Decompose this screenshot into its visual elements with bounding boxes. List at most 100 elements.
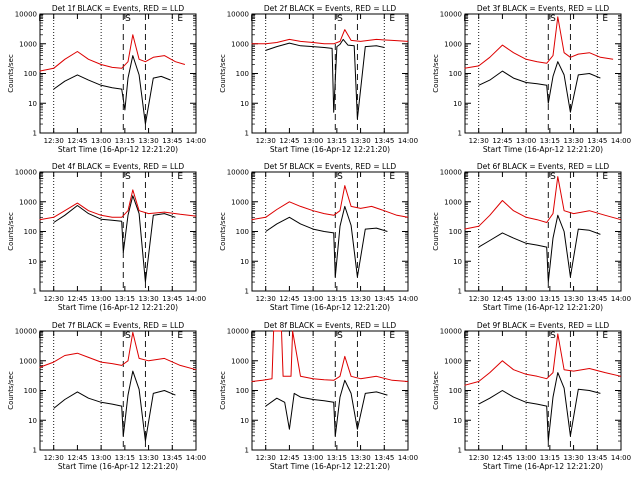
y-tick-label: 10 <box>28 100 37 108</box>
x-axis-label: Start Time (16-Apr-12 12:21:20) <box>270 462 390 471</box>
x-axis-label: Start Time (16-Apr-12 12:21:20) <box>483 303 603 312</box>
interval-marker-label: E <box>602 331 608 341</box>
x-tick-label: 13:30 <box>350 295 370 303</box>
y-tick-label: 1000 <box>444 40 462 48</box>
plot-frame <box>464 330 622 451</box>
x-tick-label: 12:30 <box>256 137 276 145</box>
y-tick-label: 10 <box>28 258 37 266</box>
lld-series-line <box>39 34 186 72</box>
lld-series-line <box>39 189 197 221</box>
x-tick-label: 13:15 <box>115 137 135 145</box>
y-tick-label: 1 <box>458 130 462 138</box>
y-tick-label: 10 <box>240 100 249 108</box>
x-tick-label: 13:00 <box>516 454 536 462</box>
y-tick-label: 10000 <box>15 11 37 19</box>
x-tick-label: 13:15 <box>115 295 135 303</box>
events-series-line <box>265 205 388 278</box>
events-series-line <box>478 61 601 113</box>
y-axis-label: Counts/sec <box>219 212 227 251</box>
y-axis-label: Counts/sec <box>7 212 15 251</box>
x-tick-label: 12:45 <box>492 137 512 145</box>
x-tick-label: 12:30 <box>256 295 276 303</box>
lld-series-line <box>251 330 409 382</box>
events-series-line <box>265 379 388 437</box>
x-tick-label: 12:45 <box>67 295 87 303</box>
y-tick-label: 100 <box>449 70 462 78</box>
interval-marker-label: S <box>550 14 556 24</box>
x-tick-label: 14:00 <box>186 137 206 145</box>
interval-marker-label: E <box>38 331 44 341</box>
y-tick-label: 1000 <box>231 198 249 206</box>
events-series-line <box>478 372 601 442</box>
x-tick-label: 13:15 <box>327 137 347 145</box>
x-tick-label: 13:00 <box>303 454 323 462</box>
x-tick-label: 14:00 <box>611 137 631 145</box>
detector-panel-8: Det 8f BLACK = Events, RED = LLD 1 10 100 10… <box>219 321 418 471</box>
x-tick-label: 13:15 <box>115 454 135 462</box>
y-tick-label: 10000 <box>440 328 462 336</box>
lld-series-line <box>464 16 614 69</box>
x-tick-label: 12:45 <box>492 454 512 462</box>
x-tick-label: 14:00 <box>611 295 631 303</box>
interval-marker-label: E <box>177 331 183 341</box>
x-tick-label: 12:30 <box>469 137 489 145</box>
panel-title: Det 1f BLACK = Events, RED = LLD <box>52 4 185 13</box>
y-tick-label: 10 <box>28 417 37 425</box>
x-tick-label: 13:00 <box>91 137 111 145</box>
plot-frame <box>39 330 197 451</box>
y-tick-label: 1000 <box>19 357 37 365</box>
x-tick-label: 13:00 <box>91 295 111 303</box>
x-tick-label: 13:45 <box>587 295 607 303</box>
events-series-line <box>265 38 385 120</box>
interval-marker-label: S <box>337 14 343 24</box>
panel-title: Det 4f BLACK = Events, RED = LLD <box>52 162 185 171</box>
panel-title: Det 8f BLACK = Events, RED = LLD <box>264 321 397 330</box>
x-tick-label: 14:00 <box>398 454 418 462</box>
y-axis-label: Counts/sec <box>219 54 227 93</box>
y-axis-label: Counts/sec <box>7 371 15 410</box>
x-tick-label: 13:15 <box>540 295 560 303</box>
y-tick-label: 10000 <box>227 169 249 177</box>
y-tick-label: 1000 <box>19 40 37 48</box>
x-tick-label: 12:30 <box>469 454 489 462</box>
y-tick-label: 1000 <box>444 357 462 365</box>
y-tick-label: 10000 <box>440 169 462 177</box>
x-tick-label: 13:00 <box>303 295 323 303</box>
interval-marker-label: E <box>602 14 608 24</box>
x-tick-label: 13:45 <box>587 137 607 145</box>
y-tick-label: 100 <box>236 387 249 395</box>
y-tick-label: 1000 <box>231 357 249 365</box>
x-axis-label: Start Time (16-Apr-12 12:21:20) <box>270 145 390 154</box>
x-axis-label: Start Time (16-Apr-12 12:21:20) <box>483 462 603 471</box>
interval-marker-label: E <box>250 172 256 182</box>
y-tick-label: 1000 <box>19 198 37 206</box>
y-axis-label: Counts/sec <box>7 54 15 93</box>
events-series-line <box>53 195 176 283</box>
y-tick-label: 10 <box>453 258 462 266</box>
detector-panel-3: Det 3f BLACK = Events, RED = LLD 1 10 100 10… <box>432 4 631 154</box>
y-tick-label: 10000 <box>440 11 462 19</box>
y-tick-label: 100 <box>24 70 37 78</box>
plot-frame <box>251 13 409 134</box>
lld-series-line <box>39 331 197 371</box>
y-tick-label: 1000 <box>231 40 249 48</box>
x-tick-label: 13:30 <box>350 137 370 145</box>
y-tick-label: 10000 <box>227 11 249 19</box>
y-axis-label: Counts/sec <box>219 371 227 410</box>
y-tick-label: 100 <box>24 228 37 236</box>
x-tick-label: 13:15 <box>327 295 347 303</box>
x-tick-label: 13:45 <box>374 454 394 462</box>
x-tick-label: 14:00 <box>398 295 418 303</box>
x-tick-label: 13:30 <box>563 295 583 303</box>
x-tick-label: 14:00 <box>186 295 206 303</box>
detector-panel-1: Det 1f BLACK = Events, RED = LLD 1 10 100 10… <box>7 4 206 154</box>
y-tick-label: 10000 <box>227 328 249 336</box>
y-axis-label: Counts/sec <box>432 212 440 251</box>
detector-panel-5: Det 5f BLACK = Events, RED = LLD 1 10 100 10… <box>219 162 418 312</box>
x-tick-label: 13:00 <box>516 295 536 303</box>
y-tick-label: 100 <box>449 387 462 395</box>
events-series-line <box>478 214 601 283</box>
lld-series-line <box>251 29 409 45</box>
y-tick-label: 10 <box>453 417 462 425</box>
y-tick-label: 10000 <box>15 169 37 177</box>
